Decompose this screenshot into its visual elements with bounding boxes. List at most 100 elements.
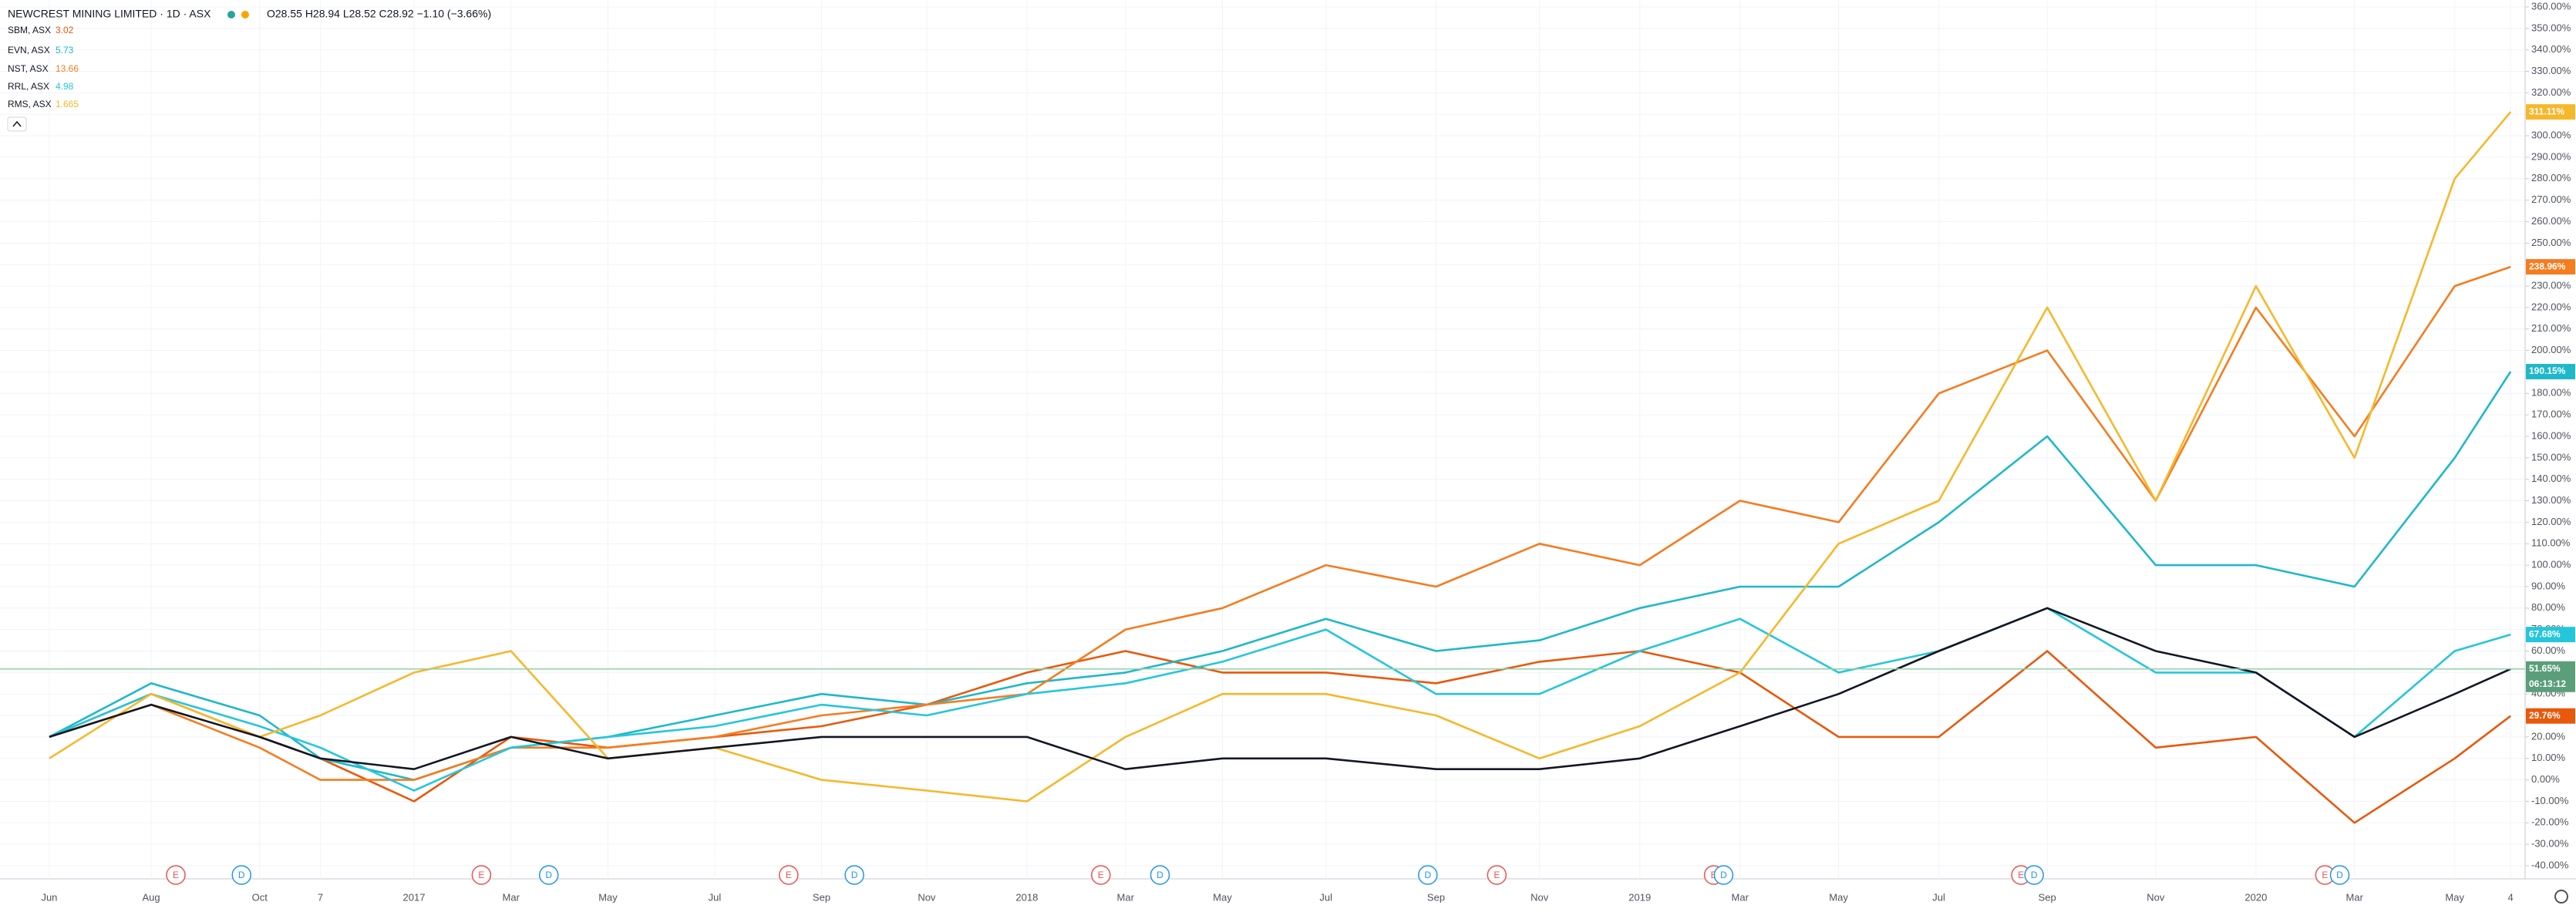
- y-tick-label: 330.00%: [2531, 65, 2571, 76]
- legend: NEWCREST MINING LIMITED · 1D · ASX O28.5…: [7, 8, 491, 132]
- event-marker[interactable]: [471, 865, 492, 885]
- x-tick-label: Mar: [1732, 891, 1749, 903]
- event-label: D: [2031, 870, 2038, 880]
- legend-name[interactable]: SBM, ASX: [8, 25, 51, 35]
- y-tick-label: 270.00%: [2531, 194, 2571, 205]
- event-marker[interactable]: [166, 865, 186, 885]
- last-value-text: 51.65%: [2529, 663, 2561, 674]
- last-value-label: 51.65% 06:13:12: [2526, 661, 2575, 692]
- event-marker[interactable]: [2024, 865, 2044, 885]
- legend-name[interactable]: RMS, ASX: [8, 99, 52, 109]
- event-label: E: [173, 870, 179, 880]
- symbol-title[interactable]: NEWCREST MINING LIMITED · 1D · ASX: [8, 8, 211, 20]
- y-tick-label: 320.00%: [2531, 86, 2571, 98]
- event-marker[interactable]: [231, 865, 252, 885]
- y-tick-label: 150.00%: [2531, 451, 2571, 463]
- event-label: D: [1157, 870, 1163, 880]
- y-tick-label: 350.00%: [2531, 22, 2571, 33]
- event-label: E: [478, 870, 484, 880]
- last-value-box: [2526, 259, 2575, 275]
- x-tick-label: 7: [318, 891, 323, 903]
- y-tick-label: 0.00%: [2531, 773, 2560, 785]
- event-label: D: [238, 870, 245, 880]
- event-label: D: [1425, 870, 1432, 880]
- y-tick-label: 300.00%: [2531, 130, 2571, 141]
- event-marker[interactable]: [1487, 865, 1507, 885]
- legend-name[interactable]: NST, ASX: [8, 63, 49, 74]
- series-line: [49, 607, 2511, 770]
- last-value-box: [2526, 364, 2575, 380]
- x-tick-label: Nov: [918, 891, 936, 903]
- x-tick-label: 2018: [1015, 891, 1038, 903]
- event-label: D: [545, 870, 552, 880]
- last-value-box: [2526, 708, 2575, 724]
- y-tick-label: -30.00%: [2531, 838, 2569, 850]
- y-tick-label: 130.00%: [2531, 494, 2571, 506]
- y-tick-label: 340.00%: [2531, 43, 2571, 55]
- legend-value: 5.73: [56, 45, 74, 56]
- event-marker[interactable]: [779, 865, 799, 885]
- event-marker[interactable]: [2329, 865, 2350, 885]
- ohlc: O28.55 H28.94 L28.52 C28.92 −1.10 (−3.66…: [267, 8, 491, 20]
- y-tick-label: 360.00%: [2531, 0, 2571, 12]
- x-tick-label: Jul: [1932, 891, 1945, 903]
- x-tick-label: May: [598, 891, 618, 903]
- event-marker[interactable]: [844, 865, 864, 885]
- series-line: [49, 650, 2511, 824]
- collapse-button[interactable]: [7, 116, 27, 132]
- y-tick-label: 120.00%: [2531, 516, 2571, 527]
- x-tick-label: May: [1829, 891, 1848, 903]
- last-value-label: 238.96%: [2526, 259, 2575, 275]
- y-tick-label: 10.00%: [2531, 752, 2566, 763]
- event-marker[interactable]: [539, 865, 559, 885]
- last-value-box: [2526, 104, 2575, 120]
- x-tick-label: Sep: [2039, 891, 2056, 903]
- last-value-label: 190.15%: [2526, 364, 2575, 380]
- x-tick-label: Jul: [709, 891, 722, 903]
- y-tick-label: 100.00%: [2531, 559, 2571, 570]
- x-tick-label: Mar: [503, 891, 520, 903]
- last-value-label: 29.76%: [2526, 708, 2575, 724]
- x-tick-label: Nov: [2147, 891, 2165, 903]
- last-value-box: [2526, 661, 2575, 692]
- last-value-text: 190.15%: [2529, 365, 2566, 376]
- y-tick-label: 180.00%: [2531, 387, 2571, 399]
- event-marker[interactable]: [1150, 865, 1170, 885]
- series-line: [49, 265, 2511, 781]
- x-tick-label: May: [1213, 891, 1232, 903]
- status-dot: [227, 11, 235, 19]
- legend-value: 3.02: [56, 25, 74, 35]
- event-label: E: [786, 870, 792, 880]
- axes: -40.00% -30.00% -20.00% -10.00% 0.00% 10.00% 2…: [41, 0, 2575, 903]
- event-marker[interactable]: [1091, 865, 1111, 885]
- grid: [0, 0, 2525, 879]
- x-tick-label: 4: [2508, 891, 2514, 903]
- y-tick-label: 60.00%: [2531, 644, 2566, 656]
- y-tick-label: 170.00%: [2531, 409, 2571, 420]
- x-tick-label: Oct: [252, 891, 268, 903]
- x-tick-label: 2019: [1628, 891, 1651, 903]
- y-tick-label: 200.00%: [2531, 344, 2571, 355]
- x-tick-label: Sep: [813, 891, 830, 903]
- x-tick-label: Sep: [1427, 891, 1445, 903]
- event-label: D: [2336, 870, 2343, 880]
- y-tick-label: -20.00%: [2531, 816, 2569, 828]
- x-tick-label: Jun: [41, 891, 57, 903]
- event-label: E: [2018, 870, 2024, 880]
- legend-name[interactable]: EVN, ASX: [8, 45, 50, 56]
- y-tick-label: 250.00%: [2531, 237, 2571, 248]
- collapse-icon: [12, 120, 22, 127]
- legend-value: 1.665: [56, 99, 79, 109]
- y-tick-label: -10.00%: [2531, 795, 2569, 806]
- y-tick-label: 80.00%: [2531, 601, 2566, 613]
- event-marker[interactable]: [1713, 865, 1734, 885]
- last-value-label: 311.11%: [2526, 104, 2575, 120]
- event-label: E: [1711, 870, 1717, 880]
- legend-name[interactable]: RRL, ASX: [8, 81, 49, 92]
- last-value-text: 29.76%: [2529, 710, 2561, 721]
- y-tick-label: 220.00%: [2531, 301, 2571, 312]
- event-marker[interactable]: [1418, 865, 1438, 885]
- settings-icon[interactable]: [2554, 890, 2568, 904]
- legend-value: 4.98: [56, 81, 74, 92]
